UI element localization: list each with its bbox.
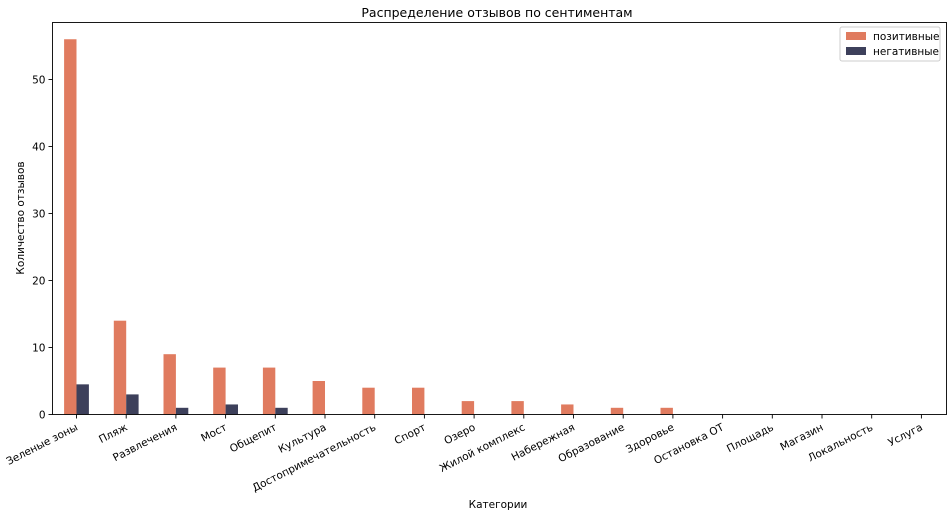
y-tick-label: 30	[32, 208, 45, 220]
y-axis-label: Количество отзывов	[15, 161, 27, 274]
x-tick-label: Жилой комплекс	[438, 421, 528, 475]
legend-label-negative: негативные	[873, 46, 939, 58]
bar-positive	[561, 404, 574, 415]
bar-positive	[113, 320, 127, 415]
y-axis: 0 10 20 30 40 50	[32, 74, 53, 421]
bar-negative	[225, 404, 238, 415]
x-axis-label: Категории	[469, 499, 528, 511]
y-tick-label: 50	[32, 74, 45, 86]
bar-positive	[461, 401, 475, 415]
bar-negative	[126, 394, 139, 415]
bar-positive	[362, 387, 375, 415]
y-tick-label: 10	[32, 342, 45, 354]
x-tick-label: Зеленые зоны	[4, 421, 79, 467]
x-tick-label: Озеро	[442, 421, 477, 447]
bar-positive	[64, 39, 77, 415]
chart-title: Распределение отзывов по сентиментам	[361, 5, 632, 20]
legend: позитивные негативные	[839, 26, 941, 62]
x-tick-label: Спорт	[393, 421, 428, 447]
legend-label-positive: позитивные	[873, 31, 939, 43]
plot-frame	[52, 22, 947, 415]
x-tick-label: Услуга	[886, 421, 924, 449]
bar-positive	[163, 354, 176, 415]
x-tick-label: Пляж	[97, 421, 130, 446]
bar-positive	[213, 367, 226, 415]
y-tick-label: 0	[39, 409, 46, 421]
bar-positive	[312, 381, 325, 415]
bar-positive	[412, 387, 425, 415]
bar-positive	[262, 367, 276, 415]
bar-negative	[76, 384, 89, 415]
x-tick-label: Общепит	[228, 421, 279, 455]
legend-swatch-positive	[846, 32, 866, 40]
bar-positive	[610, 407, 624, 415]
legend-swatch-negative	[846, 47, 866, 55]
bars-group	[64, 39, 673, 415]
bar-positive	[660, 407, 673, 415]
x-tick-label: Площадь	[725, 421, 776, 455]
bar-positive	[511, 401, 524, 415]
bar-negative	[275, 407, 288, 415]
x-tick-label: Мост	[199, 421, 229, 444]
y-tick-label: 20	[32, 275, 45, 287]
y-tick-label: 40	[32, 141, 45, 153]
bar-negative	[175, 407, 189, 415]
